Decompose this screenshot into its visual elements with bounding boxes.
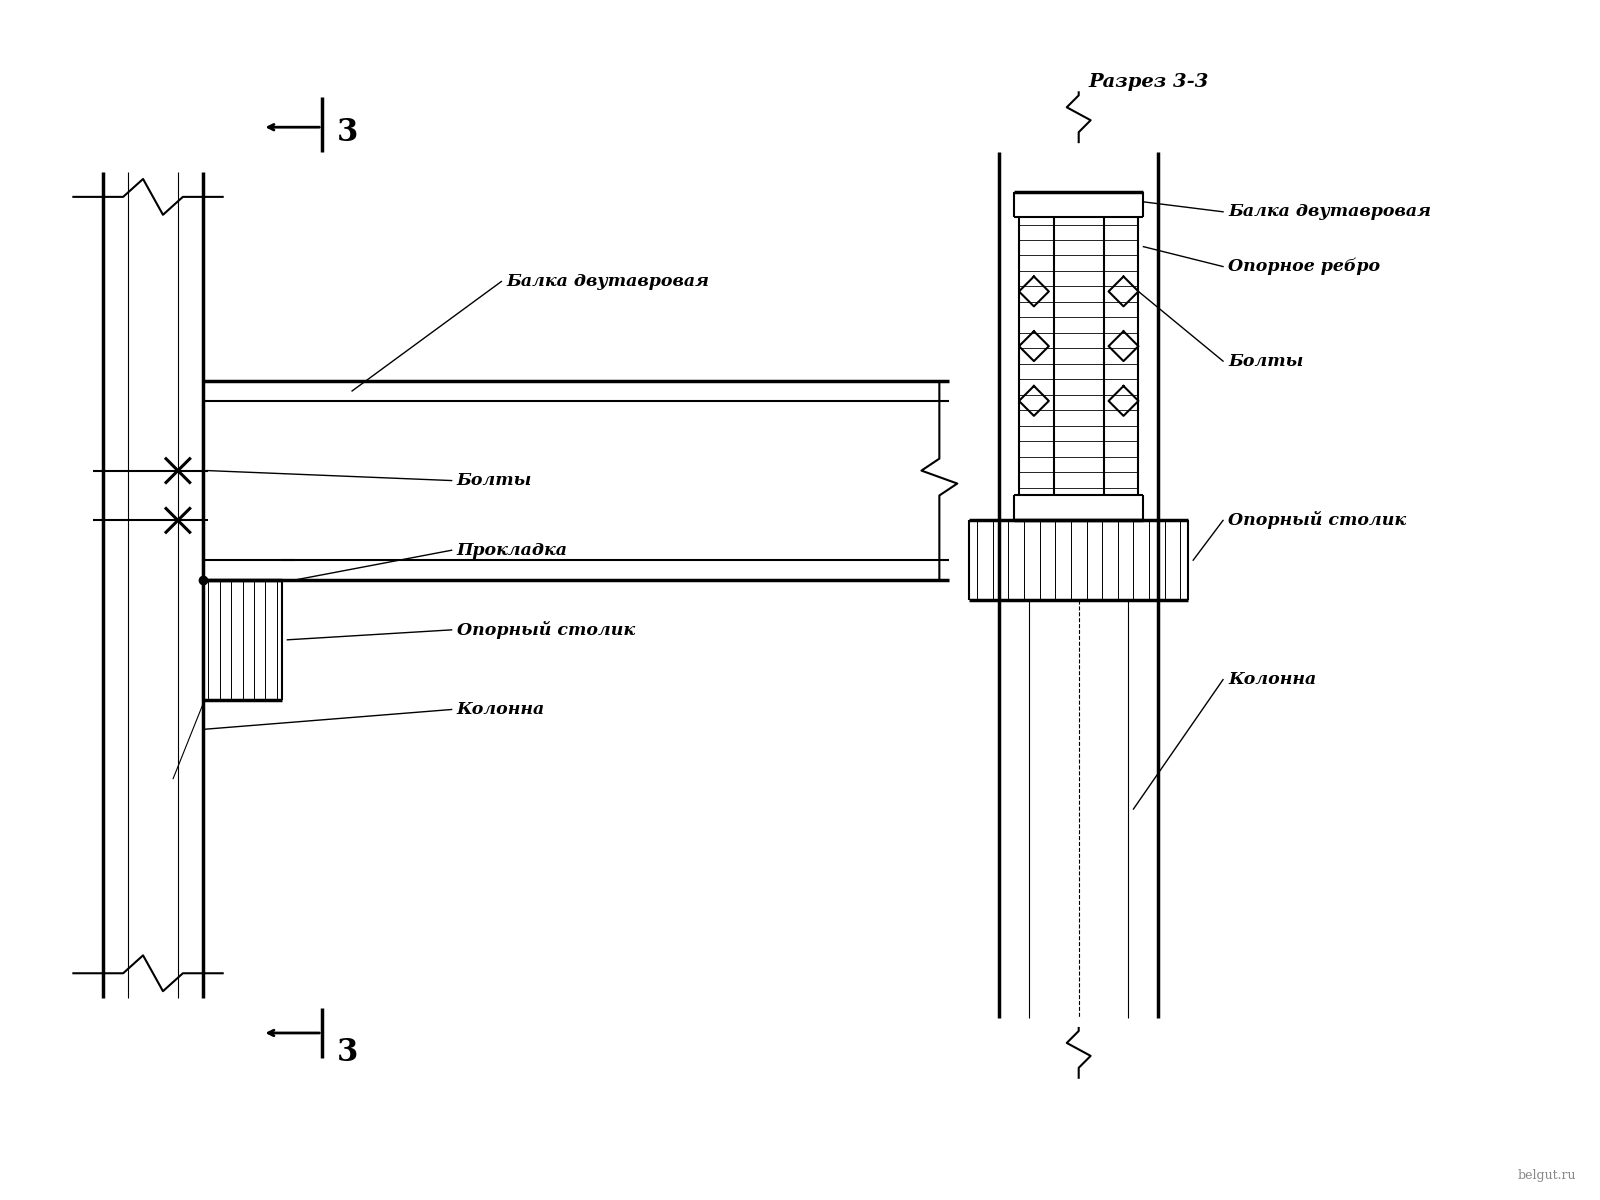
Text: Опорное ребро: Опорное ребро <box>1229 258 1381 275</box>
Text: Колонна: Колонна <box>1229 671 1317 688</box>
Text: Разрез 3-3: Разрез 3-3 <box>1088 73 1208 91</box>
Text: Опорный столик: Опорный столик <box>456 620 635 638</box>
Text: 3: 3 <box>338 1037 358 1068</box>
Text: Балка двутавровая: Балка двутавровая <box>506 272 709 290</box>
Text: belgut.ru: belgut.ru <box>1518 1169 1576 1182</box>
Text: 3: 3 <box>338 116 358 148</box>
Text: Прокладка: Прокладка <box>456 541 568 559</box>
Text: Болты: Болты <box>1229 353 1304 370</box>
Text: Балка двутавровая: Балка двутавровая <box>1229 203 1430 221</box>
Text: Опорный столик: Опорный столик <box>1229 511 1406 529</box>
Text: Болты: Болты <box>456 472 531 490</box>
Text: Колонна: Колонна <box>456 701 546 718</box>
